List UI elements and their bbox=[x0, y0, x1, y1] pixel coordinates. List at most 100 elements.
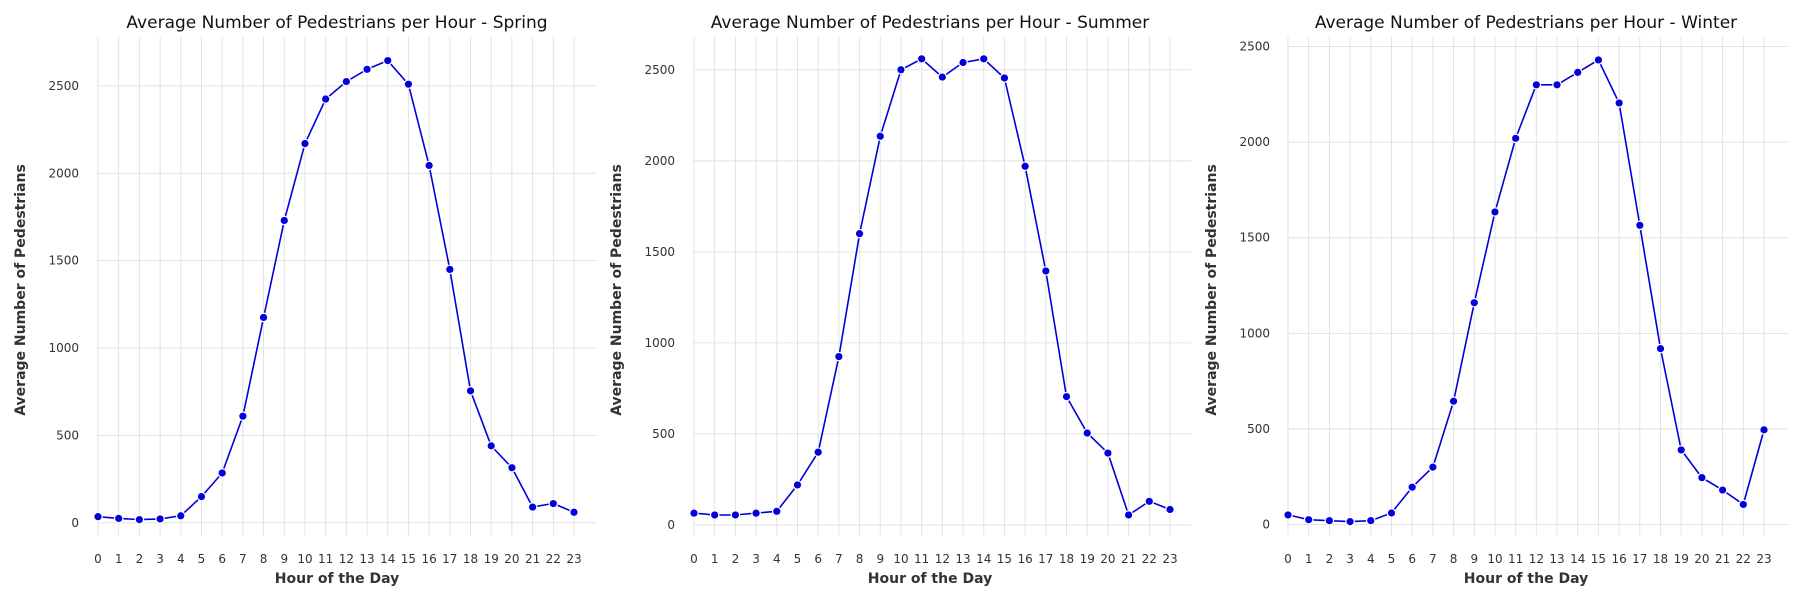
data-point bbox=[445, 264, 455, 275]
data-point bbox=[1428, 462, 1438, 472]
spring-chart: Average Number of Pedestrians per Hour -… bbox=[13, 13, 597, 587]
data-point bbox=[1345, 516, 1355, 527]
x-tick-label: 6 bbox=[1408, 552, 1416, 566]
x-tick-label: 21 bbox=[1121, 552, 1136, 566]
winter-chart: Average Number of Pedestrians per Hour -… bbox=[1204, 13, 1788, 587]
x-tick-label: 19 bbox=[1080, 552, 1095, 566]
x-tick-label: 23 bbox=[566, 552, 581, 566]
x-tick-label: 20 bbox=[1694, 552, 1709, 566]
data-point bbox=[507, 462, 517, 473]
x-tick-label: 1 bbox=[1305, 552, 1313, 566]
data-point bbox=[771, 506, 782, 517]
data-point bbox=[1103, 448, 1113, 458]
x-tick-label: 22 bbox=[1142, 552, 1157, 566]
y-tick-label: 2000 bbox=[1239, 135, 1270, 149]
y-tick-label: 0 bbox=[71, 516, 79, 530]
x-tick-label: 20 bbox=[1100, 552, 1115, 566]
x-tick-label: 8 bbox=[260, 552, 268, 566]
data-point bbox=[999, 73, 1010, 83]
data-point bbox=[403, 79, 414, 89]
data-point bbox=[1020, 161, 1030, 172]
data-point bbox=[527, 502, 538, 512]
y-tick-label: 1500 bbox=[48, 254, 79, 268]
data-point bbox=[1324, 515, 1335, 526]
x-tick-label: 23 bbox=[1756, 552, 1771, 566]
data-point bbox=[362, 64, 372, 75]
x-tick-label: 0 bbox=[94, 552, 102, 566]
x-tick-label: 3 bbox=[752, 552, 760, 566]
data-point bbox=[689, 508, 699, 518]
y-tick-label: 2500 bbox=[644, 63, 675, 77]
data-point bbox=[1123, 510, 1134, 520]
data-point bbox=[238, 411, 248, 421]
x-tick-label: 19 bbox=[1674, 552, 1689, 566]
data-point bbox=[751, 508, 761, 518]
data-point bbox=[196, 491, 207, 502]
x-tick-label: 15 bbox=[997, 552, 1012, 566]
chart-title: Average Number of Pedestrians per Hour -… bbox=[1315, 13, 1737, 33]
x-tick-label: 3 bbox=[1346, 552, 1354, 566]
x-tick-label: 14 bbox=[1570, 552, 1585, 566]
data-point bbox=[486, 441, 497, 451]
x-tick-label: 11 bbox=[1508, 552, 1523, 566]
data-point bbox=[1448, 396, 1459, 406]
series-line bbox=[1287, 58, 1765, 523]
x-tick-label: 17 bbox=[442, 552, 457, 566]
data-point bbox=[1593, 55, 1604, 65]
x-axis-label: Hour of the Day bbox=[1464, 571, 1588, 587]
data-point bbox=[1697, 472, 1707, 483]
x-tick-label: 12 bbox=[339, 552, 354, 566]
x-tick-label: 5 bbox=[198, 552, 206, 566]
y-tick-label: 1000 bbox=[1239, 326, 1270, 340]
data-point bbox=[709, 510, 720, 520]
x-tick-label: 5 bbox=[1388, 552, 1396, 566]
x-axis-label: Hour of the Day bbox=[868, 571, 992, 587]
y-axis-label: Average Number of Pedestrians bbox=[609, 164, 625, 416]
x-tick-label: 22 bbox=[546, 552, 561, 566]
series-line bbox=[693, 57, 1171, 517]
data-point bbox=[1738, 499, 1749, 510]
x-tick-label: 2 bbox=[136, 552, 144, 566]
x-tick-label: 0 bbox=[690, 552, 698, 566]
data-point bbox=[1386, 508, 1397, 518]
x-tick-label: 14 bbox=[380, 552, 395, 566]
data-point bbox=[300, 138, 310, 149]
x-tick-label: 13 bbox=[359, 552, 374, 566]
chart-title: Average Number of Pedestrians per Hour -… bbox=[711, 13, 1149, 33]
data-point bbox=[1407, 482, 1417, 493]
y-tick-label: 2000 bbox=[644, 154, 675, 168]
data-point bbox=[465, 386, 476, 396]
data-point bbox=[1510, 133, 1521, 144]
data-point bbox=[1144, 496, 1155, 507]
x-tick-label: 16 bbox=[1611, 552, 1626, 566]
data-point bbox=[1041, 266, 1051, 276]
x-tick-label: 11 bbox=[914, 552, 929, 566]
data-point bbox=[896, 64, 906, 75]
data-point bbox=[569, 507, 579, 518]
y-tick-label: 500 bbox=[1247, 422, 1270, 436]
x-tick-label: 15 bbox=[401, 552, 416, 566]
x-tick-label: 9 bbox=[1470, 552, 1478, 566]
data-point bbox=[155, 514, 165, 524]
x-tick-label: 20 bbox=[504, 552, 519, 566]
x-tick-label: 8 bbox=[856, 552, 864, 566]
x-tick-label: 13 bbox=[955, 552, 970, 566]
data-point bbox=[1552, 79, 1562, 90]
x-tick-label: 2 bbox=[732, 552, 740, 566]
x-tick-label: 7 bbox=[1429, 552, 1437, 566]
data-point bbox=[1082, 428, 1093, 438]
data-point bbox=[1614, 98, 1624, 108]
data-point bbox=[1531, 79, 1542, 90]
x-tick-label: 2 bbox=[1326, 552, 1334, 566]
data-point bbox=[134, 514, 145, 525]
data-point bbox=[813, 447, 823, 457]
x-tick-label: 21 bbox=[1715, 552, 1730, 566]
x-tick-label: 18 bbox=[1653, 552, 1668, 566]
x-tick-label: 14 bbox=[976, 552, 991, 566]
data-point bbox=[1635, 220, 1645, 231]
x-tick-label: 4 bbox=[177, 552, 185, 566]
x-tick-label: 1 bbox=[711, 552, 719, 566]
x-tick-label: 8 bbox=[1450, 552, 1458, 566]
data-point bbox=[175, 510, 186, 521]
x-tick-label: 10 bbox=[297, 552, 312, 566]
